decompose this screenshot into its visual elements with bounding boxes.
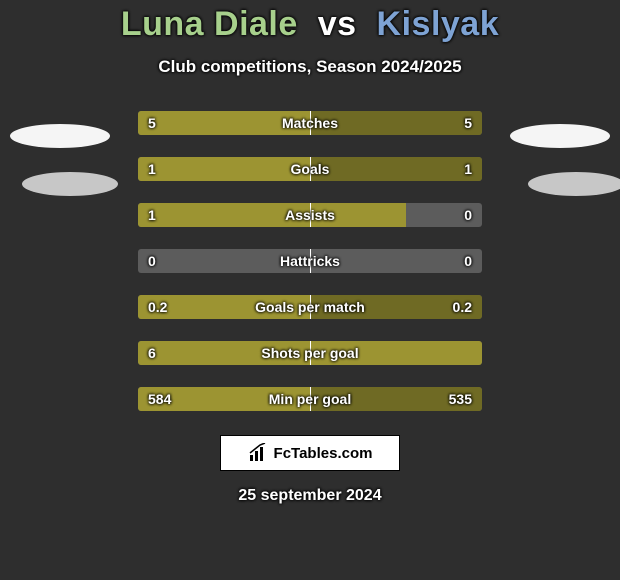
player2-name: Kislyak [377, 5, 500, 43]
stat-row: 0.20.2Goals per match [138, 295, 482, 319]
player1-avatar-bottom [22, 172, 118, 196]
branding-box[interactable]: FcTables.com [220, 435, 400, 471]
stat-label: Shots per goal [138, 341, 482, 365]
player1-name: Luna Diale [121, 5, 298, 43]
branding-text: FcTables.com [274, 445, 373, 462]
card-title: Luna Diale vs Kislyak [0, 0, 620, 43]
stat-row: 55Matches [138, 111, 482, 135]
fctables-logo-icon [248, 443, 268, 463]
card-date: 25 september 2024 [0, 487, 620, 505]
stat-label: Goals [138, 157, 482, 181]
stat-label: Goals per match [138, 295, 482, 319]
stat-label: Assists [138, 203, 482, 227]
stat-row: 10Assists [138, 203, 482, 227]
title-vs: vs [318, 5, 357, 43]
stat-label: Hattricks [138, 249, 482, 273]
player2-avatar-bottom [528, 172, 620, 196]
stat-label: Matches [138, 111, 482, 135]
player2-avatar-top [510, 124, 610, 148]
stat-row: 00Hattricks [138, 249, 482, 273]
stat-bars: 55Matches 11Goals 10Assists 00Hattricks 0.20… [138, 111, 482, 411]
stat-row: 584535Min per goal [138, 387, 482, 411]
stat-label: Min per goal [138, 387, 482, 411]
stat-row: 11Goals [138, 157, 482, 181]
stat-row: 6Shots per goal [138, 341, 482, 365]
comparison-card: Luna Diale vs Kislyak Club competitions,… [0, 0, 620, 580]
subtitle: Club competitions, Season 2024/2025 [0, 57, 620, 77]
player1-avatar-top [10, 124, 110, 148]
